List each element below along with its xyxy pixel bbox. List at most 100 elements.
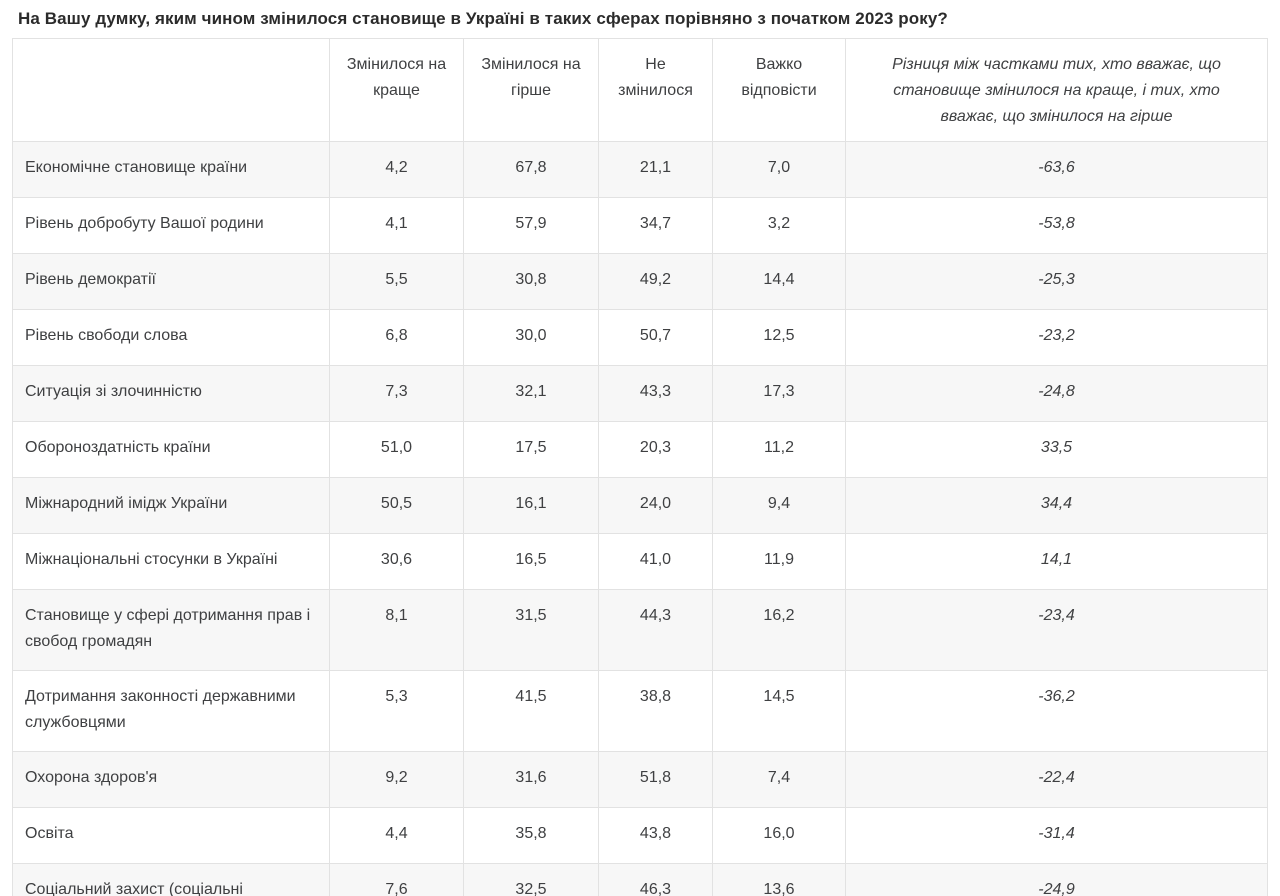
table-row: Рівень демократії 5,5 30,8 49,2 14,4 -25,3 <box>12 253 1268 310</box>
cell-better: 5,5 <box>329 253 464 310</box>
table-row: Дотримання законності державними службов… <box>12 670 1268 752</box>
cell-worse: 31,5 <box>463 589 599 671</box>
cell-unchanged: 43,8 <box>598 807 713 864</box>
cell-worse: 32,5 <box>463 863 599 896</box>
cell-difference: -31,4 <box>845 807 1268 864</box>
cell-unchanged: 34,7 <box>598 197 713 254</box>
row-label: Міжнаціональні стосунки в Україні <box>12 533 330 590</box>
cell-hard-to-say: 16,0 <box>712 807 846 864</box>
column-header-worse: Змінилося на гірше <box>463 38 599 142</box>
row-label: Міжнародний імідж України <box>12 477 330 534</box>
cell-hard-to-say: 9,4 <box>712 477 846 534</box>
cell-worse: 16,1 <box>463 477 599 534</box>
cell-hard-to-say: 11,2 <box>712 421 846 478</box>
cell-better: 7,3 <box>329 365 464 422</box>
table-header-row: Змінилося на краще Змінилося на гірше Не… <box>12 38 1268 142</box>
cell-worse: 30,0 <box>463 309 599 366</box>
cell-hard-to-say: 7,4 <box>712 751 846 808</box>
cell-unchanged: 50,7 <box>598 309 713 366</box>
cell-difference: -24,9 <box>845 863 1268 896</box>
cell-unchanged: 46,3 <box>598 863 713 896</box>
cell-difference: -63,6 <box>845 141 1268 198</box>
cell-unchanged: 44,3 <box>598 589 713 671</box>
table-row: Економічне становище країни 4,2 67,8 21,1 7,… <box>12 141 1268 198</box>
row-label: Економічне становище країни <box>12 141 330 198</box>
cell-difference: 33,5 <box>845 421 1268 478</box>
cell-hard-to-say: 17,3 <box>712 365 846 422</box>
row-label: Рівень добробуту Вашої родини <box>12 197 330 254</box>
row-label: Охорона здоров'я <box>12 751 330 808</box>
cell-better: 7,6 <box>329 863 464 896</box>
cell-worse: 41,5 <box>463 670 599 752</box>
table-header: Змінилося на краще Змінилося на гірше Не… <box>12 38 1268 142</box>
table-row: Становище у сфері дотримання прав і своб… <box>12 589 1268 671</box>
cell-hard-to-say: 11,9 <box>712 533 846 590</box>
cell-better: 51,0 <box>329 421 464 478</box>
table-body: Економічне становище країни 4,2 67,8 21,1 7,… <box>12 141 1268 896</box>
cell-unchanged: 38,8 <box>598 670 713 752</box>
cell-hard-to-say: 13,6 <box>712 863 846 896</box>
cell-unchanged: 20,3 <box>598 421 713 478</box>
row-label: Обороноздатність країни <box>12 421 330 478</box>
column-header-better: Змінилося на краще <box>329 38 464 142</box>
cell-better: 50,5 <box>329 477 464 534</box>
cell-better: 5,3 <box>329 670 464 752</box>
table-row: Обороноздатність країни 51,0 17,5 20,3 11,2 3… <box>12 421 1268 478</box>
cell-difference: -24,8 <box>845 365 1268 422</box>
row-label: Соціальний захист (соціальні <box>12 863 330 896</box>
row-label: Ситуація зі злочинністю <box>12 365 330 422</box>
cell-difference: -36,2 <box>845 670 1268 752</box>
table-row: Міжнародний імідж України 50,5 16,1 24,0 9,4… <box>12 477 1268 534</box>
cell-worse: 32,1 <box>463 365 599 422</box>
cell-unchanged: 49,2 <box>598 253 713 310</box>
cell-worse: 57,9 <box>463 197 599 254</box>
cell-worse: 31,6 <box>463 751 599 808</box>
cell-better: 8,1 <box>329 589 464 671</box>
row-label: Рівень свободи слова <box>12 309 330 366</box>
cell-difference: -25,3 <box>845 253 1268 310</box>
table-row: Міжнаціональні стосунки в Україні 30,6 16,… <box>12 533 1268 590</box>
cell-hard-to-say: 14,5 <box>712 670 846 752</box>
row-label: Становище у сфері дотримання прав і своб… <box>12 589 330 671</box>
column-header-difference: Різниця між частками тих, хто вважає, що… <box>845 38 1268 142</box>
cell-unchanged: 41,0 <box>598 533 713 590</box>
cell-difference: 14,1 <box>845 533 1268 590</box>
cell-worse: 35,8 <box>463 807 599 864</box>
table-row: Ситуація зі злочинністю 7,3 32,1 43,3 17,3 -2… <box>12 365 1268 422</box>
row-label: Освіта <box>12 807 330 864</box>
table-row: Рівень добробуту Вашої родини 4,1 57,9 34,7… <box>12 197 1268 254</box>
cell-worse: 67,8 <box>463 141 599 198</box>
cell-difference: -23,4 <box>845 589 1268 671</box>
column-header-empty <box>12 38 330 142</box>
cell-worse: 30,8 <box>463 253 599 310</box>
cell-hard-to-say: 7,0 <box>712 141 846 198</box>
row-label: Рівень демократії <box>12 253 330 310</box>
cell-better: 6,8 <box>329 309 464 366</box>
cell-better: 30,6 <box>329 533 464 590</box>
table-row: Освіта 4,4 35,8 43,8 16,0 -31,4 <box>12 807 1268 864</box>
cell-hard-to-say: 14,4 <box>712 253 846 310</box>
cell-worse: 16,5 <box>463 533 599 590</box>
column-header-unchanged: Не змінилося <box>598 38 713 142</box>
cell-better: 4,4 <box>329 807 464 864</box>
table-row: Соціальний захист (соціальні 7,6 32,5 46,3 1… <box>12 863 1268 896</box>
cell-difference: -53,8 <box>845 197 1268 254</box>
cell-difference: -23,2 <box>845 309 1268 366</box>
row-label: Дотримання законності державними службов… <box>12 670 330 752</box>
cell-better: 4,2 <box>329 141 464 198</box>
table-row: Охорона здоров'я 9,2 31,6 51,8 7,4 -22,4 <box>12 751 1268 808</box>
cell-better: 4,1 <box>329 197 464 254</box>
survey-table: Змінилося на краще Змінилося на гірше Не… <box>12 38 1268 896</box>
table-row: Рівень свободи слова 6,8 30,0 50,7 12,5 -23,2 <box>12 309 1268 366</box>
cell-difference: -22,4 <box>845 751 1268 808</box>
cell-hard-to-say: 3,2 <box>712 197 846 254</box>
cell-unchanged: 24,0 <box>598 477 713 534</box>
cell-hard-to-say: 12,5 <box>712 309 846 366</box>
cell-unchanged: 21,1 <box>598 141 713 198</box>
cell-better: 9,2 <box>329 751 464 808</box>
page-title: На Вашу думку, яким чином змінилося стан… <box>18 9 948 28</box>
cell-unchanged: 51,8 <box>598 751 713 808</box>
cell-worse: 17,5 <box>463 421 599 478</box>
cell-hard-to-say: 16,2 <box>712 589 846 671</box>
cell-unchanged: 43,3 <box>598 365 713 422</box>
